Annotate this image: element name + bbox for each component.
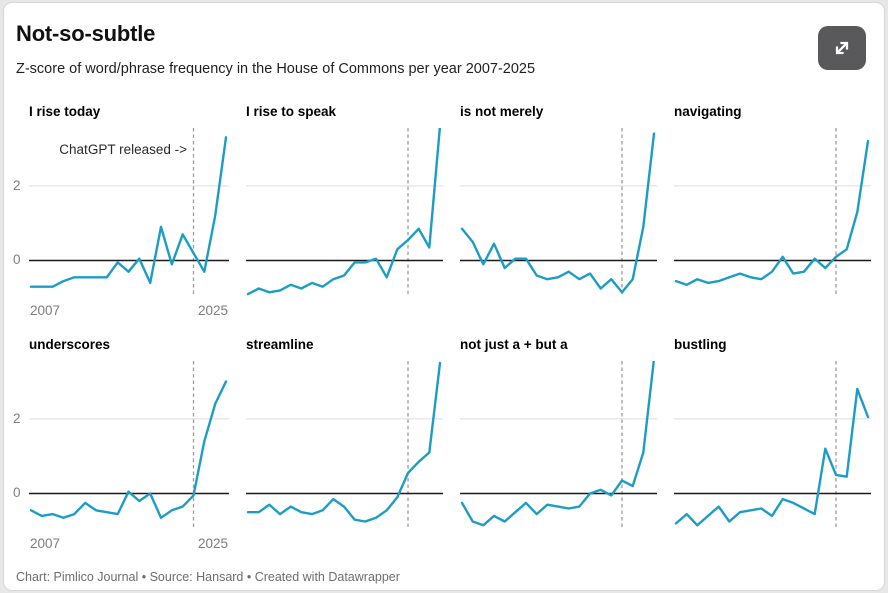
ytick-0-label-row2: 0 xyxy=(13,485,21,500)
plot-bustling xyxy=(674,361,871,529)
panel-title-navigating: navigating xyxy=(674,104,742,119)
xtick-2007-label: 2007 xyxy=(30,303,61,318)
panel-i-rise-today: I rise today 2 0 ChatGPT released -> 200… xyxy=(13,103,229,321)
plot-not-just-a-but-a xyxy=(460,361,657,529)
ytick-2-label: 2 xyxy=(13,178,21,193)
panel-bustling: bustling xyxy=(674,336,871,554)
chart-title: Not-so-subtle xyxy=(16,21,156,46)
panel-title-bustling: bustling xyxy=(674,337,727,352)
small-multiples-grid: I rise today 2 0 ChatGPT released -> 200… xyxy=(4,78,884,554)
ytick-2-label-row2: 2 xyxy=(13,411,21,426)
plot-is-not-merely xyxy=(460,128,657,296)
panel-is-not-merely: is not merely xyxy=(460,103,657,321)
xtick-2025-label-row2: 2025 xyxy=(197,536,228,551)
panel-underscores: underscores 2 0 2007 2025 xyxy=(13,336,229,554)
plot-i-rise-today: 2 0 ChatGPT released -> xyxy=(13,128,229,296)
panel-title-i-rise-to-speak: I rise to speak xyxy=(246,104,337,119)
panel-title-underscores: underscores xyxy=(29,337,111,352)
panel-streamline: streamline xyxy=(246,336,443,554)
x-axis-labels-row1: 2007 2025 xyxy=(16,301,229,321)
plot-underscores: 2 0 xyxy=(13,361,229,529)
ytick-0-label: 0 xyxy=(13,252,21,267)
panel-navigating: navigating xyxy=(674,103,871,321)
panel-title-i-rise-today: I rise today xyxy=(29,104,101,119)
footer-attribution: Chart: Pimlico Journal • Source: Hansard… xyxy=(16,570,400,584)
chatgpt-annotation: ChatGPT released -> xyxy=(59,142,187,157)
plot-navigating xyxy=(674,128,871,296)
panel-not-just-a-but-a: not just a + but a xyxy=(460,336,657,554)
chart-header: Not-so-subtle Z-score of word/phrase fre… xyxy=(4,3,884,78)
expand-button[interactable] xyxy=(818,26,866,70)
chart-subtitle: Z-score of word/phrase frequency in the … xyxy=(16,61,536,77)
plot-streamline xyxy=(246,361,443,529)
plot-i-rise-to-speak xyxy=(246,128,443,296)
chart-card: Not-so-subtle Z-score of word/phrase fre… xyxy=(3,2,885,591)
xtick-2025-label: 2025 xyxy=(197,303,228,318)
panel-title-streamline: streamline xyxy=(246,337,314,352)
expand-icon xyxy=(829,35,855,61)
x-axis-labels-row2: 2007 2025 xyxy=(16,534,229,554)
xtick-2007-label-row2: 2007 xyxy=(30,536,61,551)
panel-title-is-not-merely: is not merely xyxy=(460,104,544,119)
panel-title-not-just-a-but-a: not just a + but a xyxy=(460,337,568,352)
panel-i-rise-to-speak: I rise to speak xyxy=(246,103,443,321)
